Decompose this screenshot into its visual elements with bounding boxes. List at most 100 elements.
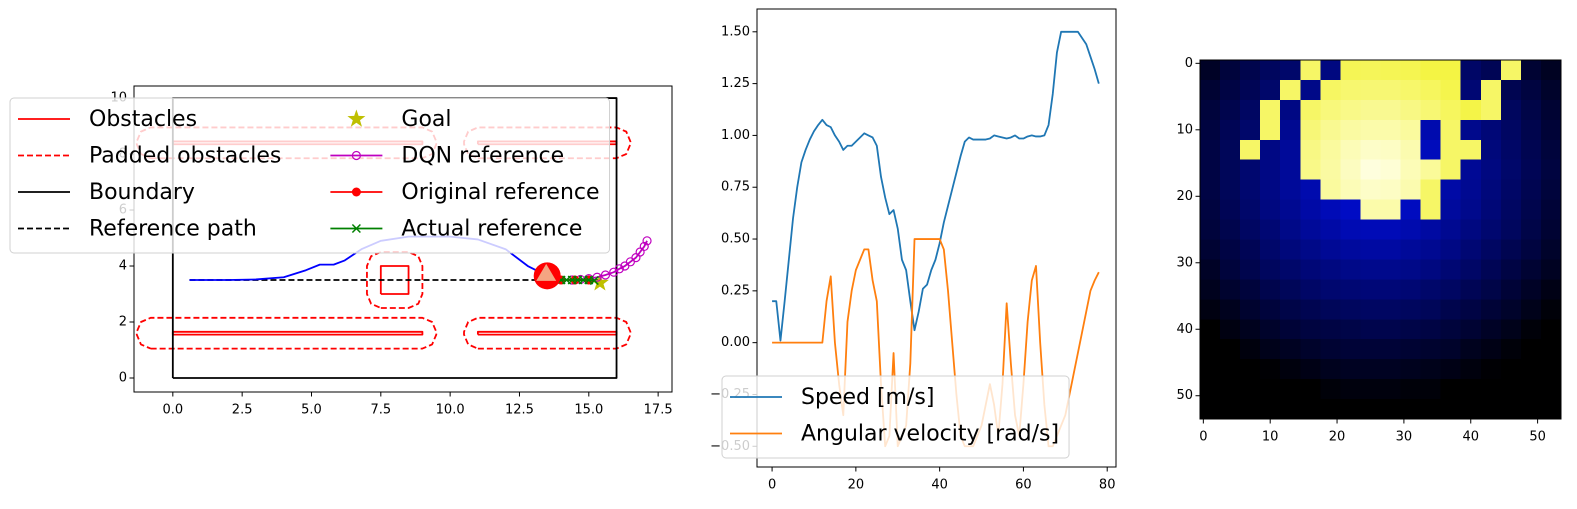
heatmap-cell	[1300, 60, 1321, 81]
heatmap-cell	[1220, 379, 1241, 400]
heatmap-cell	[1280, 399, 1301, 420]
heatmap-cell	[1320, 279, 1341, 300]
heatmap-cell	[1300, 159, 1321, 181]
heatmap-cell	[1440, 259, 1462, 280]
heatmap-cell	[1360, 319, 1381, 340]
heatmap-cell	[1300, 239, 1321, 260]
heatmap-cell	[1280, 139, 1301, 161]
heatmap-cell	[1480, 179, 1502, 201]
heatmap-cell	[1520, 60, 1542, 81]
heatmap-cell	[1440, 199, 1462, 220]
heatmap-cell	[1400, 259, 1422, 280]
heatmap-cell	[1400, 60, 1422, 81]
heatmap-cell	[1380, 399, 1401, 420]
y-tick-label: 0.25	[721, 283, 750, 298]
heatmap-cell	[1440, 279, 1462, 300]
heatmap-cell	[1520, 219, 1542, 240]
heatmap-cell	[1440, 359, 1462, 380]
heatmap-cell	[1420, 119, 1442, 141]
heatmap-cell	[1460, 119, 1482, 141]
heatmap-cell	[1380, 239, 1401, 260]
heatmap-cell	[1360, 119, 1381, 141]
circle	[600, 270, 611, 280]
heatmap-cell	[1340, 99, 1361, 121]
heatmap-cell	[1480, 60, 1502, 81]
heatmap-cell	[1340, 119, 1361, 141]
heatmap-cell	[1220, 399, 1241, 420]
heatmap-cell	[1420, 259, 1442, 280]
legend-label: Angular velocity [rad/s]	[801, 422, 1059, 447]
heatmap-cell	[1440, 239, 1462, 260]
heatmap-cell	[1300, 399, 1321, 420]
cross	[351, 223, 361, 234]
heatmap-cell	[1440, 99, 1462, 121]
heatmap-cell	[1540, 159, 1562, 181]
heatmap-cell	[1400, 99, 1422, 121]
heatmap-cell	[1300, 259, 1321, 280]
legend-label: Speed [m/s]	[801, 385, 934, 410]
heatmap-cell	[1280, 259, 1301, 280]
heatmap-cell	[1320, 379, 1341, 400]
circle	[351, 150, 361, 161]
heatmap-cell	[1540, 399, 1562, 420]
heatmap-cell	[1540, 179, 1562, 201]
heatmap-cell	[1400, 179, 1422, 201]
x-tick-label: 0.0	[162, 403, 183, 418]
heatmap-cell	[1240, 159, 1261, 181]
heatmap-cell	[1260, 119, 1281, 141]
heatmap-cell	[1220, 99, 1241, 121]
marker	[600, 270, 611, 280]
heatmap-cell	[1200, 259, 1221, 280]
heatmap-cell	[1200, 239, 1221, 260]
heatmap-cell	[1460, 99, 1482, 121]
heatmap-cell	[1520, 359, 1542, 380]
legend-marker	[351, 150, 361, 161]
heatmap-cell	[1240, 339, 1261, 360]
heatmap-cell	[1320, 339, 1341, 360]
heatmap-cell	[1500, 179, 1522, 201]
heatmap-cell	[1420, 239, 1442, 260]
heatmap-cell	[1340, 339, 1361, 360]
y-tick-label: 4	[119, 259, 127, 274]
legend-label: Goal	[401, 107, 451, 132]
marker	[639, 241, 649, 252]
heatmap-cell	[1460, 279, 1482, 300]
heatmap-cell	[1360, 239, 1381, 260]
heatmap-cell	[1280, 239, 1301, 260]
x-tick-label: 0	[1199, 430, 1207, 445]
heatmap-cell	[1480, 259, 1502, 280]
star	[590, 273, 609, 291]
heatmap-cell	[1360, 299, 1381, 320]
heatmap-cell	[1340, 60, 1361, 81]
heatmap-cell	[1500, 299, 1522, 320]
heatmap-cell	[1200, 139, 1221, 161]
heatmap-cell	[1500, 119, 1522, 141]
y-tick-label: 20	[1176, 189, 1193, 204]
heatmap-cell	[1220, 79, 1241, 101]
cross	[589, 276, 599, 286]
heatmap-cell	[1500, 199, 1522, 220]
heatmap-cell	[1320, 60, 1341, 81]
heatmap-cell	[1340, 259, 1361, 280]
heatmap-cell	[1420, 399, 1442, 420]
heatmap-cell	[1340, 359, 1361, 380]
heatmap-cell	[1540, 199, 1562, 220]
heatmap-cell	[1400, 299, 1422, 320]
heatmap-cell	[1480, 339, 1502, 360]
heatmap-cell	[1340, 399, 1361, 420]
heatmap-cell	[1380, 60, 1401, 81]
heatmap-cell	[1540, 99, 1562, 121]
circle	[592, 272, 602, 282]
heatmap-cell	[1260, 359, 1281, 380]
x-tick-label: 20	[848, 478, 865, 493]
heatmap-cell	[1480, 359, 1502, 380]
heatmap-cell	[1460, 139, 1482, 161]
heatmap-cell	[1400, 79, 1422, 101]
heatmap-cell	[1360, 79, 1381, 101]
heatmap-cell	[1320, 259, 1341, 280]
heatmap-cell	[1400, 339, 1422, 360]
heatmap-cell	[1520, 399, 1542, 420]
heatmap-cell	[1380, 159, 1401, 181]
heatmap-cell	[1380, 299, 1401, 320]
